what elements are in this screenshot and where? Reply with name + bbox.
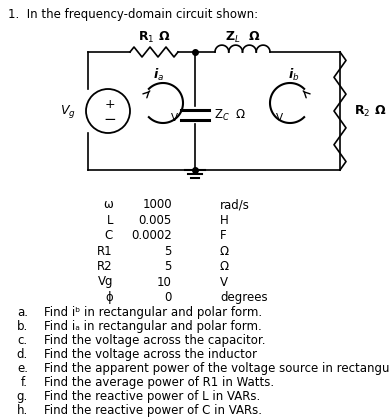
Text: 1.  In the frequency-domain circuit shown:: 1. In the frequency-domain circuit shown… — [8, 8, 258, 21]
Text: V: V — [275, 113, 282, 123]
Text: Z$_C$  Ω: Z$_C$ Ω — [214, 108, 246, 123]
Text: V: V — [170, 113, 177, 123]
Text: Ω: Ω — [220, 244, 229, 258]
Text: rad/s: rad/s — [220, 198, 250, 211]
Text: Vg: Vg — [98, 276, 113, 289]
Text: a.: a. — [17, 306, 28, 319]
Text: R$_2$ Ω: R$_2$ Ω — [354, 103, 386, 118]
Text: R1: R1 — [97, 244, 113, 258]
Text: 0.005: 0.005 — [139, 214, 172, 226]
Text: Find iₐ in rectangular and polar form.: Find iₐ in rectangular and polar form. — [44, 320, 262, 333]
Text: f.: f. — [21, 376, 28, 389]
Text: 10: 10 — [157, 276, 172, 289]
Text: degrees: degrees — [220, 291, 268, 304]
Text: F: F — [220, 229, 227, 242]
Text: Find the reactive power of C in VARs.: Find the reactive power of C in VARs. — [44, 404, 262, 417]
Text: Ω: Ω — [220, 260, 229, 273]
Text: 0: 0 — [165, 291, 172, 304]
Text: Z$_L$  Ω: Z$_L$ Ω — [225, 30, 260, 45]
Text: 5: 5 — [165, 244, 172, 258]
Text: +: + — [105, 98, 115, 111]
Text: R2: R2 — [97, 260, 113, 273]
Text: L: L — [107, 214, 113, 226]
Text: H: H — [220, 214, 229, 226]
Text: −: − — [103, 111, 116, 126]
Text: ϕ: ϕ — [105, 291, 113, 304]
Text: Find the apparent power of the voltage source in rectangular and polar form.: Find the apparent power of the voltage s… — [44, 362, 389, 375]
Text: i$_a$: i$_a$ — [153, 67, 165, 83]
Text: c.: c. — [18, 334, 28, 347]
Text: e.: e. — [17, 362, 28, 375]
Text: ω: ω — [103, 198, 113, 211]
Text: Find iᵇ in rectangular and polar form.: Find iᵇ in rectangular and polar form. — [44, 306, 262, 319]
Text: 5: 5 — [165, 260, 172, 273]
Text: h.: h. — [17, 404, 28, 417]
Text: 0.0002: 0.0002 — [131, 229, 172, 242]
Text: V$_g$: V$_g$ — [60, 103, 76, 120]
Text: Find the average power of R1 in Watts.: Find the average power of R1 in Watts. — [44, 376, 274, 389]
Text: V: V — [220, 276, 228, 289]
Text: R$_1$ Ω: R$_1$ Ω — [138, 30, 170, 45]
Text: Find the voltage across the capacitor.: Find the voltage across the capacitor. — [44, 334, 266, 347]
Text: Find the reactive power of L in VARs.: Find the reactive power of L in VARs. — [44, 390, 260, 403]
Text: Find the voltage across the inductor: Find the voltage across the inductor — [44, 348, 257, 361]
Text: C: C — [105, 229, 113, 242]
Text: d.: d. — [17, 348, 28, 361]
Text: g.: g. — [17, 390, 28, 403]
Text: 1000: 1000 — [142, 198, 172, 211]
Text: b.: b. — [17, 320, 28, 333]
Text: i$_b$: i$_b$ — [288, 67, 300, 83]
